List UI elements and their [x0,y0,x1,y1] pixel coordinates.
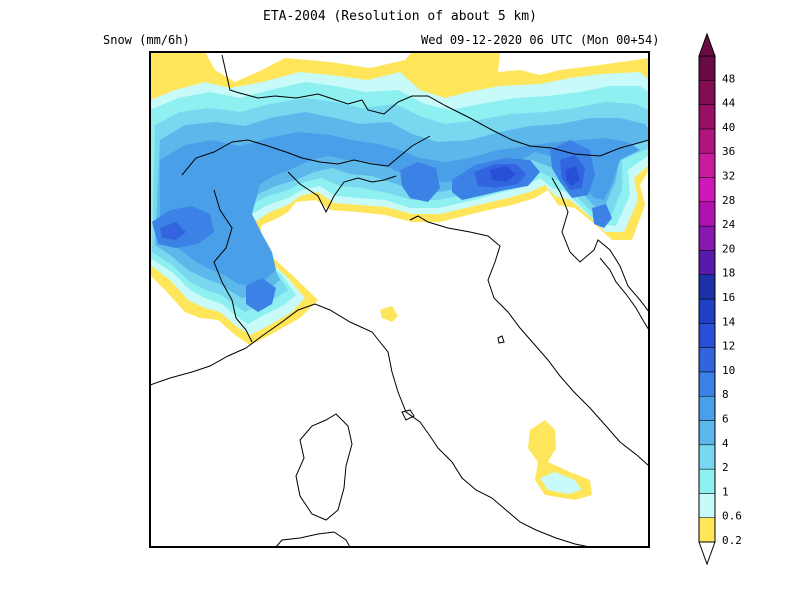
colorbar-label: 10 [722,364,735,377]
colorbar-label: 40 [722,121,735,134]
snow-contour-12-b [566,166,580,186]
snow-contour-6 [160,132,640,286]
colorbar-label: 0.2 [722,534,742,547]
colorbar-top-cap [698,32,716,57]
colorbar-label: 6 [722,413,729,426]
colorbar-swatch [698,444,716,470]
precipitation-field [150,52,649,500]
inner-border [287,171,397,214]
map-title: ETA-2004 (Resolution of about 5 km) [263,9,537,24]
colorbar-bottom-cap [698,541,716,566]
colorbar-label: 1 [722,485,729,498]
colorbar-swatch [698,225,716,251]
croatia-coast [599,257,649,331]
colorbar-label: 48 [722,72,735,85]
colorbar-swatch [698,250,716,275]
snow-contour-0-2-islet [380,306,398,322]
snow-contour-8-e [246,278,276,312]
swiss-border [181,135,431,176]
snow-contour-12 [490,166,516,182]
colorbar-swatch [698,128,716,154]
elba-island [401,409,415,421]
small-island [497,335,505,344]
ligurian-coast [150,347,247,386]
colorbar-label: 16 [722,291,735,304]
istria-coastline [551,177,649,313]
colorbar-label: 12 [722,340,735,353]
colorbar-frame [698,55,716,543]
snow-contour-8-b [400,162,440,202]
italy-coastline [245,303,591,547]
colorbar-swatch [698,493,716,518]
colorbar-swatch [698,298,716,324]
colorbar-swatch [698,347,716,373]
sardinia-coastline [275,531,351,547]
colorbar-label: 0.6 [722,510,742,523]
colorbar-swatch [698,468,716,494]
colorbar-label: 8 [722,388,729,401]
colorbar-label: 18 [722,267,735,280]
colorbar-swatch [698,104,716,130]
colorbar-label: 24 [722,218,736,231]
colorbar-swatch [698,177,716,203]
colorbar-label: 2 [722,461,729,474]
colorbar-swatch [698,395,716,421]
coastlines-borders [150,54,649,547]
colorbar-swatch [698,517,716,543]
colorbar-swatch [698,420,716,446]
map-frame [149,51,650,548]
colorbar-swatch [698,371,716,397]
snow-contour-10-c [160,222,186,240]
variable-label: Snow (mm/6h) [103,33,190,47]
colorbar-swatch [698,323,716,348]
colorbar-swatch [698,55,716,81]
colorbar-label: 14 [722,315,736,328]
adriatic-coastline [409,215,649,467]
snow-contour-0-6-south [540,472,582,494]
colorbar-swatch [698,152,716,178]
valid-time-label: Wed 09-12-2020 06 UTC (Mon 00+54) [421,33,660,47]
colorbar-swatch [698,274,716,300]
colorbar-swatch [698,80,716,105]
colorbar-label: 4 [722,437,729,450]
colorbar-label: 28 [722,194,735,207]
france-italy-border [213,189,253,343]
alpine-border [221,54,649,157]
corsica-coastline [295,413,353,521]
colorbar-label: 32 [722,170,735,183]
colorbar-swatch [698,201,716,227]
colorbar-label: 44 [722,97,736,110]
colorbar-label: 20 [722,242,735,255]
colorbar-label: 36 [722,145,735,158]
snow-contour-8-f [592,204,612,228]
